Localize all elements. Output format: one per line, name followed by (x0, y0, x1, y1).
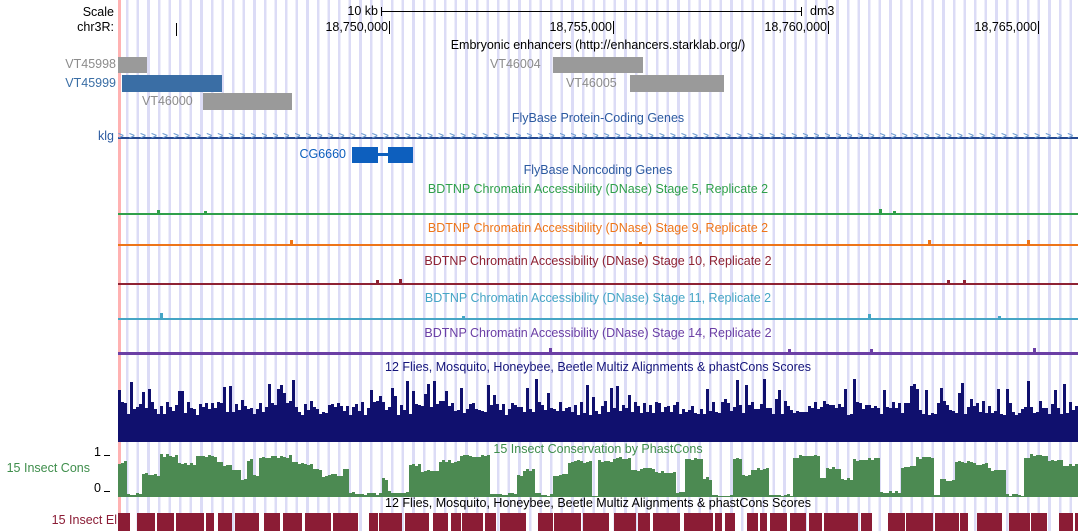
track-title-bdtnp-stage10[interactable]: BDTNP Chromatin Accessibility (DNase) St… (424, 254, 772, 268)
multiz-density-plot[interactable] (118, 378, 1078, 442)
phastcons-axis-min: 0 (94, 482, 110, 495)
gene-intron-cg6660 (378, 153, 388, 156)
enhancer-label: VT46000 (142, 94, 193, 108)
gene-label-klg: klg (98, 129, 114, 143)
phastcons-axis-max: 1 (94, 446, 110, 459)
enhancer-box-vt46000[interactable] (203, 93, 292, 110)
ruler-coordinate: 18,760,000 (764, 20, 829, 34)
enhancer-box-vt46005[interactable] (630, 75, 724, 92)
track-title-bdtnp-stage11[interactable]: BDTNP Chromatin Accessibility (DNase) St… (424, 291, 772, 305)
track-title-flybase-coding[interactable]: FlyBase Protein-Coding Genes (511, 111, 685, 125)
scale-label: Scale (82, 5, 114, 19)
enhancer-label: VT45999 (65, 76, 116, 90)
enhancer-label: VT45998 (65, 57, 116, 71)
enhancer-box-vt46004[interactable] (553, 57, 643, 73)
enhancer-box-vt45998[interactable] (118, 57, 147, 73)
position-highlight-line (118, 0, 121, 531)
elements-left-label: 15 Insect El (51, 513, 117, 527)
grid-background (118, 0, 1078, 531)
track-title-enhancers[interactable]: Embryonic enhancers (http://enhancers.st… (450, 38, 746, 52)
gene-exon-cg6660[interactable] (388, 147, 413, 163)
bdtnp-signal-stage10[interactable] (118, 279, 1078, 285)
bdtnp-signal-stage14[interactable] (118, 347, 1078, 355)
ruler-coordinate: 18,755,000 (549, 20, 614, 34)
bdtnp-signal-stage11[interactable] (118, 313, 1078, 320)
ruler-coordinate: 18,750,000 (325, 20, 390, 34)
track-title-bdtnp-stage9[interactable]: BDTNP Chromatin Accessibility (DNase) St… (427, 221, 769, 235)
track-title-flybase-noncoding[interactable]: FlyBase Noncoding Genes (523, 163, 673, 177)
track-title-elements[interactable]: 12 Flies, Mosquito, Honeybee, Beetle Mul… (385, 496, 811, 510)
track-title-bdtnp-stage5[interactable]: BDTNP Chromatin Accessibility (DNase) St… (427, 182, 769, 196)
assembly-label: dm3 (810, 4, 835, 18)
gene-label-cg6660: CG6660 (299, 147, 346, 161)
scale-bar (381, 7, 802, 16)
scale-bar-value: 10 kb (347, 4, 378, 18)
enhancer-label: VT46005 (566, 76, 617, 90)
enhancer-box-vt45999[interactable] (122, 75, 222, 92)
phastcons-plot[interactable] (118, 450, 1078, 497)
gene-exon-cg6660[interactable] (352, 147, 378, 163)
ruler-minor-tick (176, 23, 177, 36)
track-title-phastcons[interactable]: 15 Insect Conservation by PhastCons (493, 442, 703, 456)
gene-body-klg[interactable] (118, 137, 1078, 139)
chrom-label: chr3R: (77, 20, 114, 34)
track-title-bdtnp-stage14[interactable]: BDTNP Chromatin Accessibility (DNase) St… (424, 326, 772, 340)
track-title-multiz[interactable]: 12 Flies, Mosquito, Honeybee, Beetle Mul… (385, 360, 811, 374)
bdtnp-signal-stage5[interactable] (118, 208, 1078, 215)
ruler-coordinate: 18,765,000 (974, 20, 1039, 34)
phastcons-left-label: 15 Insect Cons (6, 461, 90, 475)
bdtnp-signal-stage9[interactable] (118, 239, 1078, 246)
enhancer-label: VT46004 (490, 57, 541, 71)
gene-strand-arrows: >>>>>>>>>>>>>>>>>>>>>>>>>>>>>>>>>>>>>>>>… (118, 131, 1078, 142)
elements-blocks[interactable] (118, 513, 1078, 531)
